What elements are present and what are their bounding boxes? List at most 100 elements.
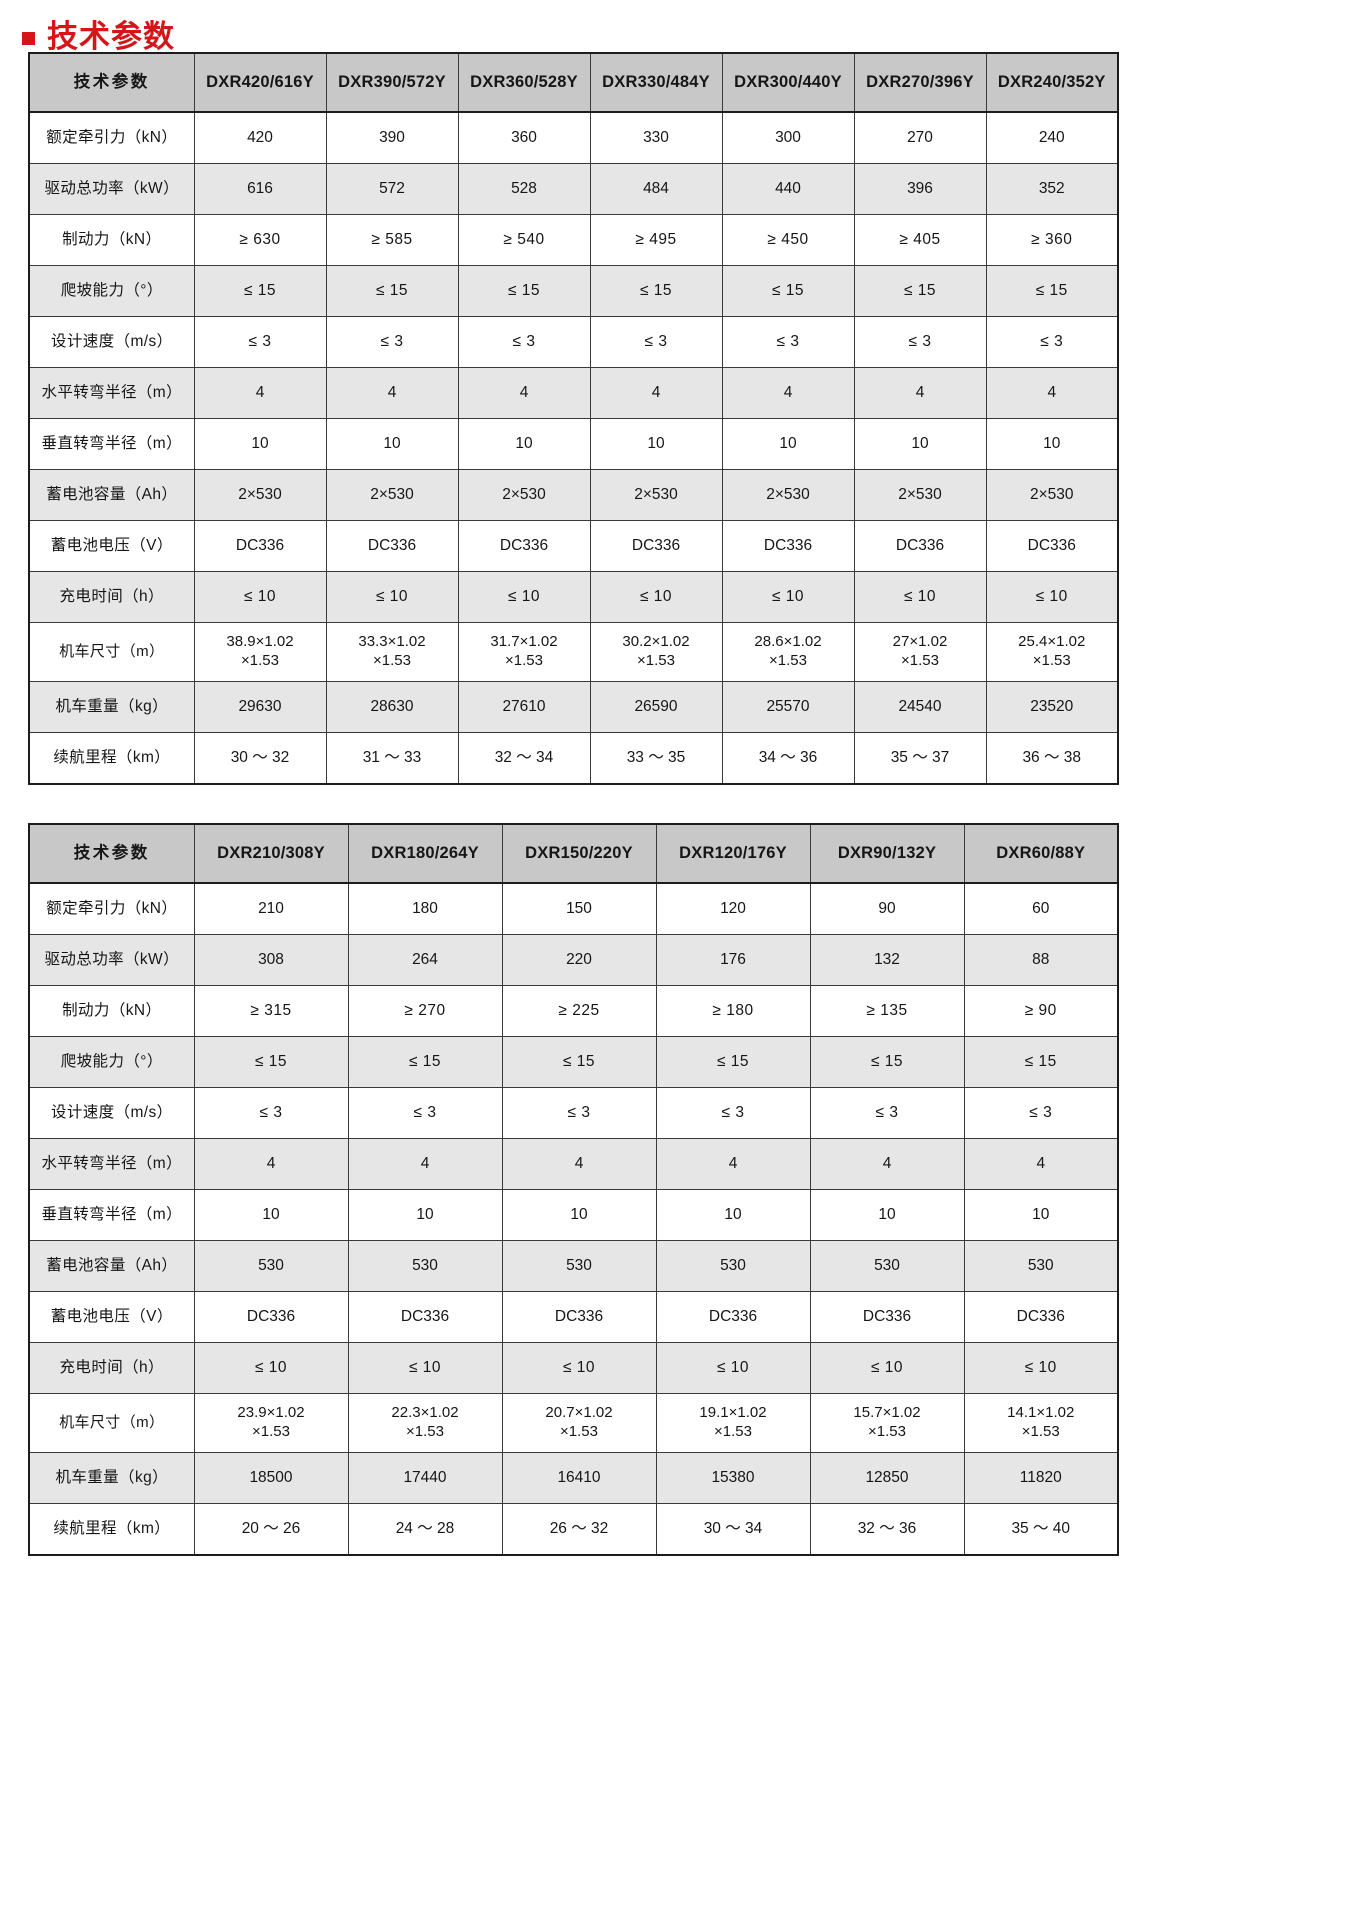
table-cell: ≥ 405 xyxy=(853,214,987,266)
table-cell: ≥ 540 xyxy=(457,214,591,266)
table-cell: 28.6×1.02 ×1.53 xyxy=(721,622,855,682)
table-cell: ≤ 10 xyxy=(193,571,327,623)
table-cell: 4 xyxy=(809,1138,965,1190)
table-cell: ≥ 360 xyxy=(985,214,1119,266)
table-cell: ≤ 3 xyxy=(457,316,591,368)
page-title: 技术参数 xyxy=(47,18,175,55)
table-cell: 36 ～ 38 xyxy=(985,732,1119,785)
table-cell: 530 xyxy=(963,1240,1119,1292)
table-row: 水平转弯半径（m） 4 4 4 4 4 4 4 xyxy=(28,367,1119,419)
table-cell: 440 xyxy=(721,163,855,215)
table-cell: 29630 xyxy=(193,681,327,733)
table-row: 蓄电池容量（Ah） 530 530 530 530 530 530 xyxy=(28,1240,1119,1292)
table-cell: ≥ 225 xyxy=(501,985,657,1037)
table-cell: 38.9×1.02 ×1.53 xyxy=(193,622,327,682)
column-header-model: DXR270/396Y xyxy=(853,52,987,113)
dimension-line: ×1.53 xyxy=(901,652,939,669)
column-header-model: DXR210/308Y xyxy=(193,823,349,884)
table-cell: ≤ 3 xyxy=(853,316,987,368)
table-cell: 4 xyxy=(193,1138,349,1190)
row-label: 水平转弯半径（m） xyxy=(28,1138,195,1190)
dimension-line: ×1.53 xyxy=(505,652,543,669)
table-cell: 2×530 xyxy=(457,469,591,521)
table-row: 机车重量（kg） 29630 28630 27610 26590 25570 24540 23… xyxy=(28,681,1119,733)
dimension-line: 22.3×1.02 xyxy=(391,1404,459,1422)
table-cell: 308 xyxy=(193,934,349,986)
spec-table-2-slot: 技术参数 DXR210/308Y DXR180/264Y DXR150/220Y DXR… xyxy=(28,823,1319,1556)
column-header-model: DXR60/88Y xyxy=(963,823,1119,884)
column-header-model: DXR90/132Y xyxy=(809,823,965,884)
row-label: 续航里程（km） xyxy=(28,732,195,785)
row-label: 垂直转弯半径（m） xyxy=(28,418,195,470)
table-cell: 27×1.02 ×1.53 xyxy=(853,622,987,682)
dimension-line: 33.3×1.02 xyxy=(358,633,426,651)
table-cell: DC336 xyxy=(589,520,723,572)
column-header-model: DXR120/176Y xyxy=(655,823,811,884)
dimension-line: 28.6×1.02 xyxy=(754,633,822,651)
table-cell: ≥ 90 xyxy=(963,985,1119,1037)
table-cell: ≥ 180 xyxy=(655,985,811,1037)
table-row: 水平转弯半径（m） 4 4 4 4 4 4 xyxy=(28,1138,1119,1190)
table-cell: 4 xyxy=(963,1138,1119,1190)
table-row: 充电时间（h） ≤ 10 ≤ 10 ≤ 10 ≤ 10 ≤ 10 ≤ 10 xyxy=(28,1342,1119,1394)
table-cell: 24 ～ 28 xyxy=(347,1503,503,1556)
table-cell: 33.3×1.02 ×1.53 xyxy=(325,622,459,682)
row-label: 制动力（kN） xyxy=(28,985,195,1037)
table-cell: DC336 xyxy=(963,1291,1119,1343)
table-cell: 35 ～ 40 xyxy=(963,1503,1119,1556)
table-cell: 4 xyxy=(655,1138,811,1190)
dimension-line: ×1.53 xyxy=(241,652,279,669)
table-cell: ≤ 15 xyxy=(721,265,855,317)
table-cell: 4 xyxy=(457,367,591,419)
table-cell: DC336 xyxy=(325,520,459,572)
table-cell: 530 xyxy=(347,1240,503,1292)
table-cell: ≤ 3 xyxy=(721,316,855,368)
table-row: 垂直转弯半径（m） 10 10 10 10 10 10 10 xyxy=(28,418,1119,470)
table-cell: 23.9×1.02 ×1.53 xyxy=(193,1393,349,1453)
column-header-model: DXR330/484Y xyxy=(589,52,723,113)
table-cell: 132 xyxy=(809,934,965,986)
table-cell: 2×530 xyxy=(721,469,855,521)
table-cell: 4 xyxy=(325,367,459,419)
table-cell: 33 ～ 35 xyxy=(589,732,723,785)
table-row: 制动力（kN） ≥ 315 ≥ 270 ≥ 225 ≥ 180 ≥ 135 ≥ 90 xyxy=(28,985,1119,1037)
table-cell: ≤ 15 xyxy=(589,265,723,317)
table-cell: 2×530 xyxy=(589,469,723,521)
table-cell: ≤ 15 xyxy=(193,265,327,317)
table-cell: ≤ 15 xyxy=(193,1036,349,1088)
column-header-model: DXR420/616Y xyxy=(193,52,327,113)
column-header-model: DXR300/440Y xyxy=(721,52,855,113)
table-cell: ≤ 3 xyxy=(963,1087,1119,1139)
table-cell: ≤ 10 xyxy=(457,571,591,623)
dimension-line: ×1.53 xyxy=(637,652,675,669)
row-label: 机车重量（kg） xyxy=(28,1452,195,1504)
row-label: 制动力（kN） xyxy=(28,214,195,266)
row-label: 驱动总功率（kW） xyxy=(28,163,195,215)
table-row: 爬坡能力（°） ≤ 15 ≤ 15 ≤ 15 ≤ 15 ≤ 15 ≤ 15 ≤ 15 xyxy=(28,265,1119,317)
table-cell: 35 ～ 37 xyxy=(853,732,987,785)
table-cell: 16410 xyxy=(501,1452,657,1504)
table-row: 爬坡能力（°） ≤ 15 ≤ 15 ≤ 15 ≤ 15 ≤ 15 ≤ 15 xyxy=(28,1036,1119,1088)
dimension-line: 23.9×1.02 xyxy=(237,1404,305,1422)
table-cell: DC336 xyxy=(347,1291,503,1343)
table-cell: ≤ 10 xyxy=(193,1342,349,1394)
table-cell: 30.2×1.02 ×1.53 xyxy=(589,622,723,682)
table-cell: 2×530 xyxy=(193,469,327,521)
dimension-line: 15.7×1.02 xyxy=(853,1404,921,1422)
table-cell: 31.7×1.02 ×1.53 xyxy=(457,622,591,682)
table-cell: ≥ 495 xyxy=(589,214,723,266)
table-divider xyxy=(28,785,1319,823)
table-cell: 270 xyxy=(853,111,987,164)
table-cell: 2×530 xyxy=(325,469,459,521)
table-row: 机车尺寸（m） 38.9×1.02 ×1.53 33.3×1.02 ×1.53 31.7×… xyxy=(28,622,1119,682)
table-cell: 15.7×1.02 ×1.53 xyxy=(809,1393,965,1453)
table-cell: ≥ 630 xyxy=(193,214,327,266)
table-cell: 14.1×1.02 ×1.53 xyxy=(963,1393,1119,1453)
table-row: 额定牵引力（kN） 210 180 150 120 90 60 xyxy=(28,882,1119,935)
table-cell: ≤ 3 xyxy=(325,316,459,368)
table-row: 驱动总功率（kW） 616 572 528 484 440 396 352 xyxy=(28,163,1119,215)
table-row: 续航里程（km） 20 ～ 26 24 ～ 28 26 ～ 32 30 ～ 34 32 ～… xyxy=(28,1503,1119,1556)
table-row: 驱动总功率（kW） 308 264 220 176 132 88 xyxy=(28,934,1119,986)
row-label: 机车尺寸（m） xyxy=(28,622,195,682)
table-cell: ≤ 10 xyxy=(325,571,459,623)
